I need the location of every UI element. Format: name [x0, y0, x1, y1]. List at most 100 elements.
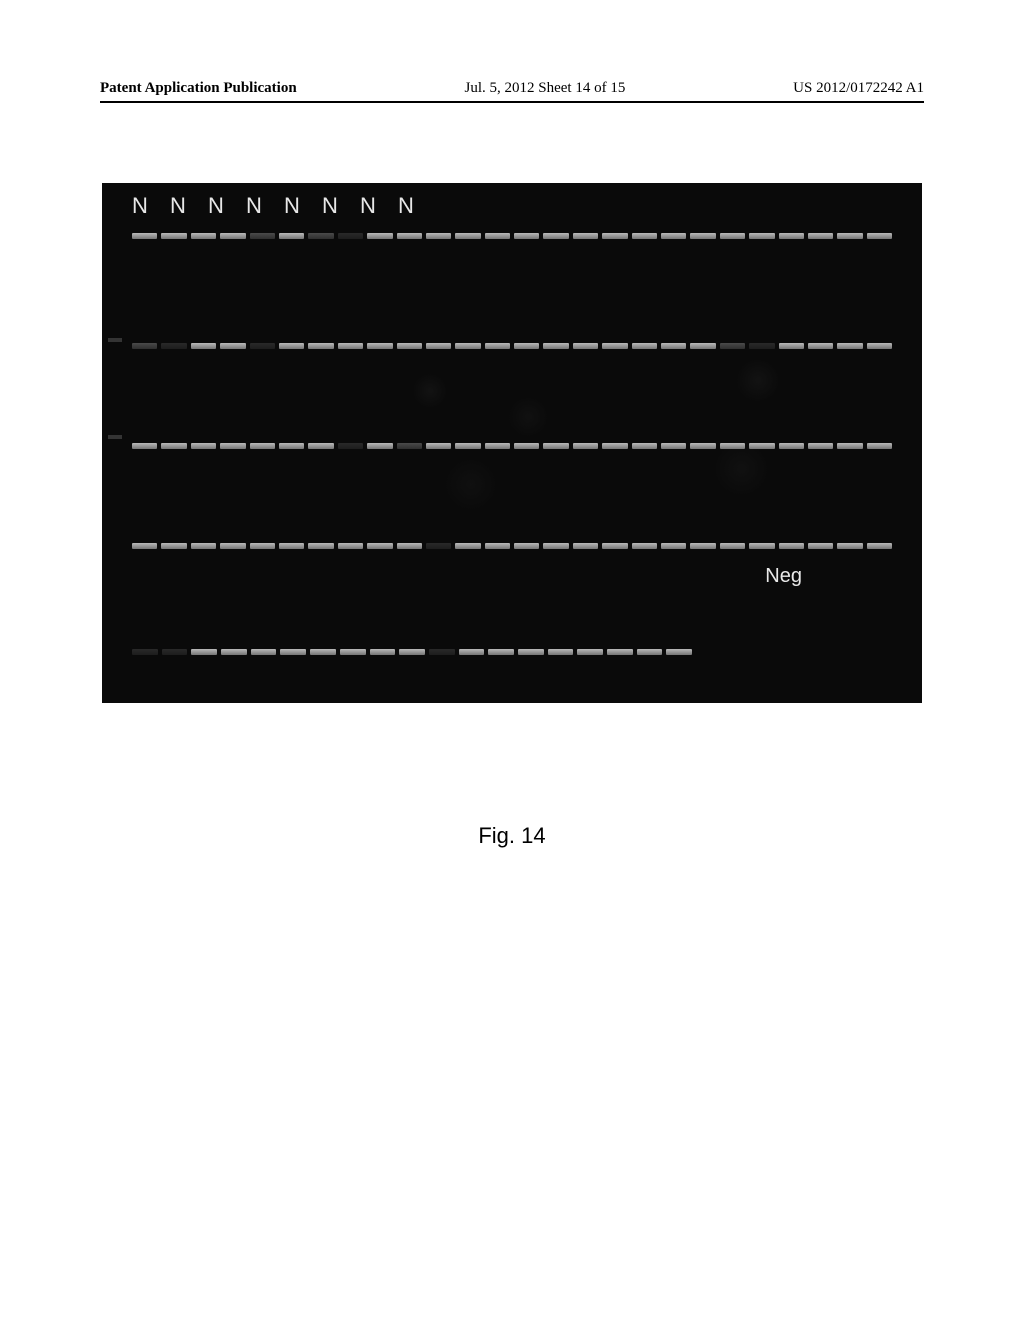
ladder-mark-2 — [108, 435, 122, 439]
gel-band — [459, 649, 485, 655]
gel-band — [548, 649, 574, 655]
gel-band — [749, 233, 774, 239]
header-publication: Patent Application Publication — [100, 80, 297, 97]
gel-band — [720, 233, 745, 239]
gel-band — [632, 443, 657, 449]
gel-band — [690, 443, 715, 449]
gel-band — [279, 233, 304, 239]
figure-caption: Fig. 14 — [100, 823, 924, 849]
gel-band — [429, 649, 455, 655]
ladder-mark-1 — [108, 338, 122, 342]
gel-band — [577, 649, 603, 655]
gel-band — [221, 649, 247, 655]
gel-band — [220, 343, 245, 349]
gel-band — [308, 543, 333, 549]
gel-band — [661, 233, 686, 239]
gel-band — [367, 443, 392, 449]
gel-band — [191, 649, 217, 655]
gel-row-1 — [132, 233, 892, 243]
n-lane-labels: N N N N N N N N — [132, 193, 422, 219]
gel-electrophoresis-image: N N N N N N N N — [102, 183, 922, 703]
gel-band — [661, 343, 686, 349]
gel-band — [543, 443, 568, 449]
gel-band — [867, 233, 892, 239]
gel-band — [161, 443, 186, 449]
gel-band — [397, 443, 422, 449]
header-sheet-info: Jul. 5, 2012 Sheet 14 of 15 — [465, 80, 626, 97]
gel-row-2 — [132, 343, 892, 353]
gel-band — [485, 543, 510, 549]
gel-band — [308, 443, 333, 449]
gel-band — [543, 543, 568, 549]
gel-band — [367, 543, 392, 549]
gel-band — [250, 343, 275, 349]
gel-band — [779, 443, 804, 449]
gel-band — [485, 443, 510, 449]
gel-band — [279, 443, 304, 449]
gel-row-3 — [132, 443, 892, 453]
gel-row-5 — [132, 649, 692, 659]
gel-band — [455, 343, 480, 349]
gel-band — [426, 343, 451, 349]
gel-band — [573, 543, 598, 549]
gel-band — [308, 343, 333, 349]
gel-band — [279, 343, 304, 349]
gel-band — [132, 443, 157, 449]
gel-band — [251, 649, 277, 655]
gel-band — [837, 443, 862, 449]
gel-band — [661, 443, 686, 449]
gel-band — [455, 233, 480, 239]
gel-band — [338, 343, 363, 349]
page-container: Patent Application Publication Jul. 5, 2… — [0, 0, 1024, 1320]
gel-band — [220, 443, 245, 449]
gel-band — [661, 543, 686, 549]
gel-band — [808, 343, 833, 349]
gel-band — [779, 233, 804, 239]
gel-band — [338, 233, 363, 239]
gel-band — [690, 233, 715, 239]
gel-band — [690, 343, 715, 349]
gel-band — [397, 343, 422, 349]
gel-band — [543, 233, 568, 239]
gel-band — [162, 649, 188, 655]
gel-band — [426, 443, 451, 449]
gel-band — [250, 543, 275, 549]
gel-band — [191, 233, 216, 239]
gel-band — [632, 343, 657, 349]
gel-band — [749, 443, 774, 449]
gel-band — [132, 233, 157, 239]
gel-band — [720, 343, 745, 349]
gel-band — [370, 649, 396, 655]
gel-band — [191, 543, 216, 549]
gel-band — [397, 233, 422, 239]
gel-band — [426, 543, 451, 549]
gel-band — [399, 649, 425, 655]
gel-band — [779, 543, 804, 549]
gel-band — [720, 543, 745, 549]
gel-band — [602, 443, 627, 449]
gel-band — [250, 233, 275, 239]
gel-band — [690, 543, 715, 549]
gel-band — [310, 649, 336, 655]
gel-band — [340, 649, 366, 655]
gel-band — [397, 543, 422, 549]
gel-band — [514, 543, 539, 549]
gel-band — [602, 233, 627, 239]
gel-band — [191, 443, 216, 449]
gel-band — [632, 233, 657, 239]
gel-band — [161, 343, 186, 349]
neg-control-label: Neg — [765, 565, 802, 588]
gel-band — [837, 343, 862, 349]
gel-band — [132, 543, 157, 549]
gel-band — [367, 343, 392, 349]
gel-band — [514, 443, 539, 449]
gel-band — [514, 343, 539, 349]
gel-band — [632, 543, 657, 549]
gel-band — [132, 343, 157, 349]
gel-band — [514, 233, 539, 239]
gel-band — [867, 443, 892, 449]
gel-band — [338, 543, 363, 549]
gel-band — [485, 233, 510, 239]
gel-band — [426, 233, 451, 239]
gel-band — [367, 233, 392, 239]
